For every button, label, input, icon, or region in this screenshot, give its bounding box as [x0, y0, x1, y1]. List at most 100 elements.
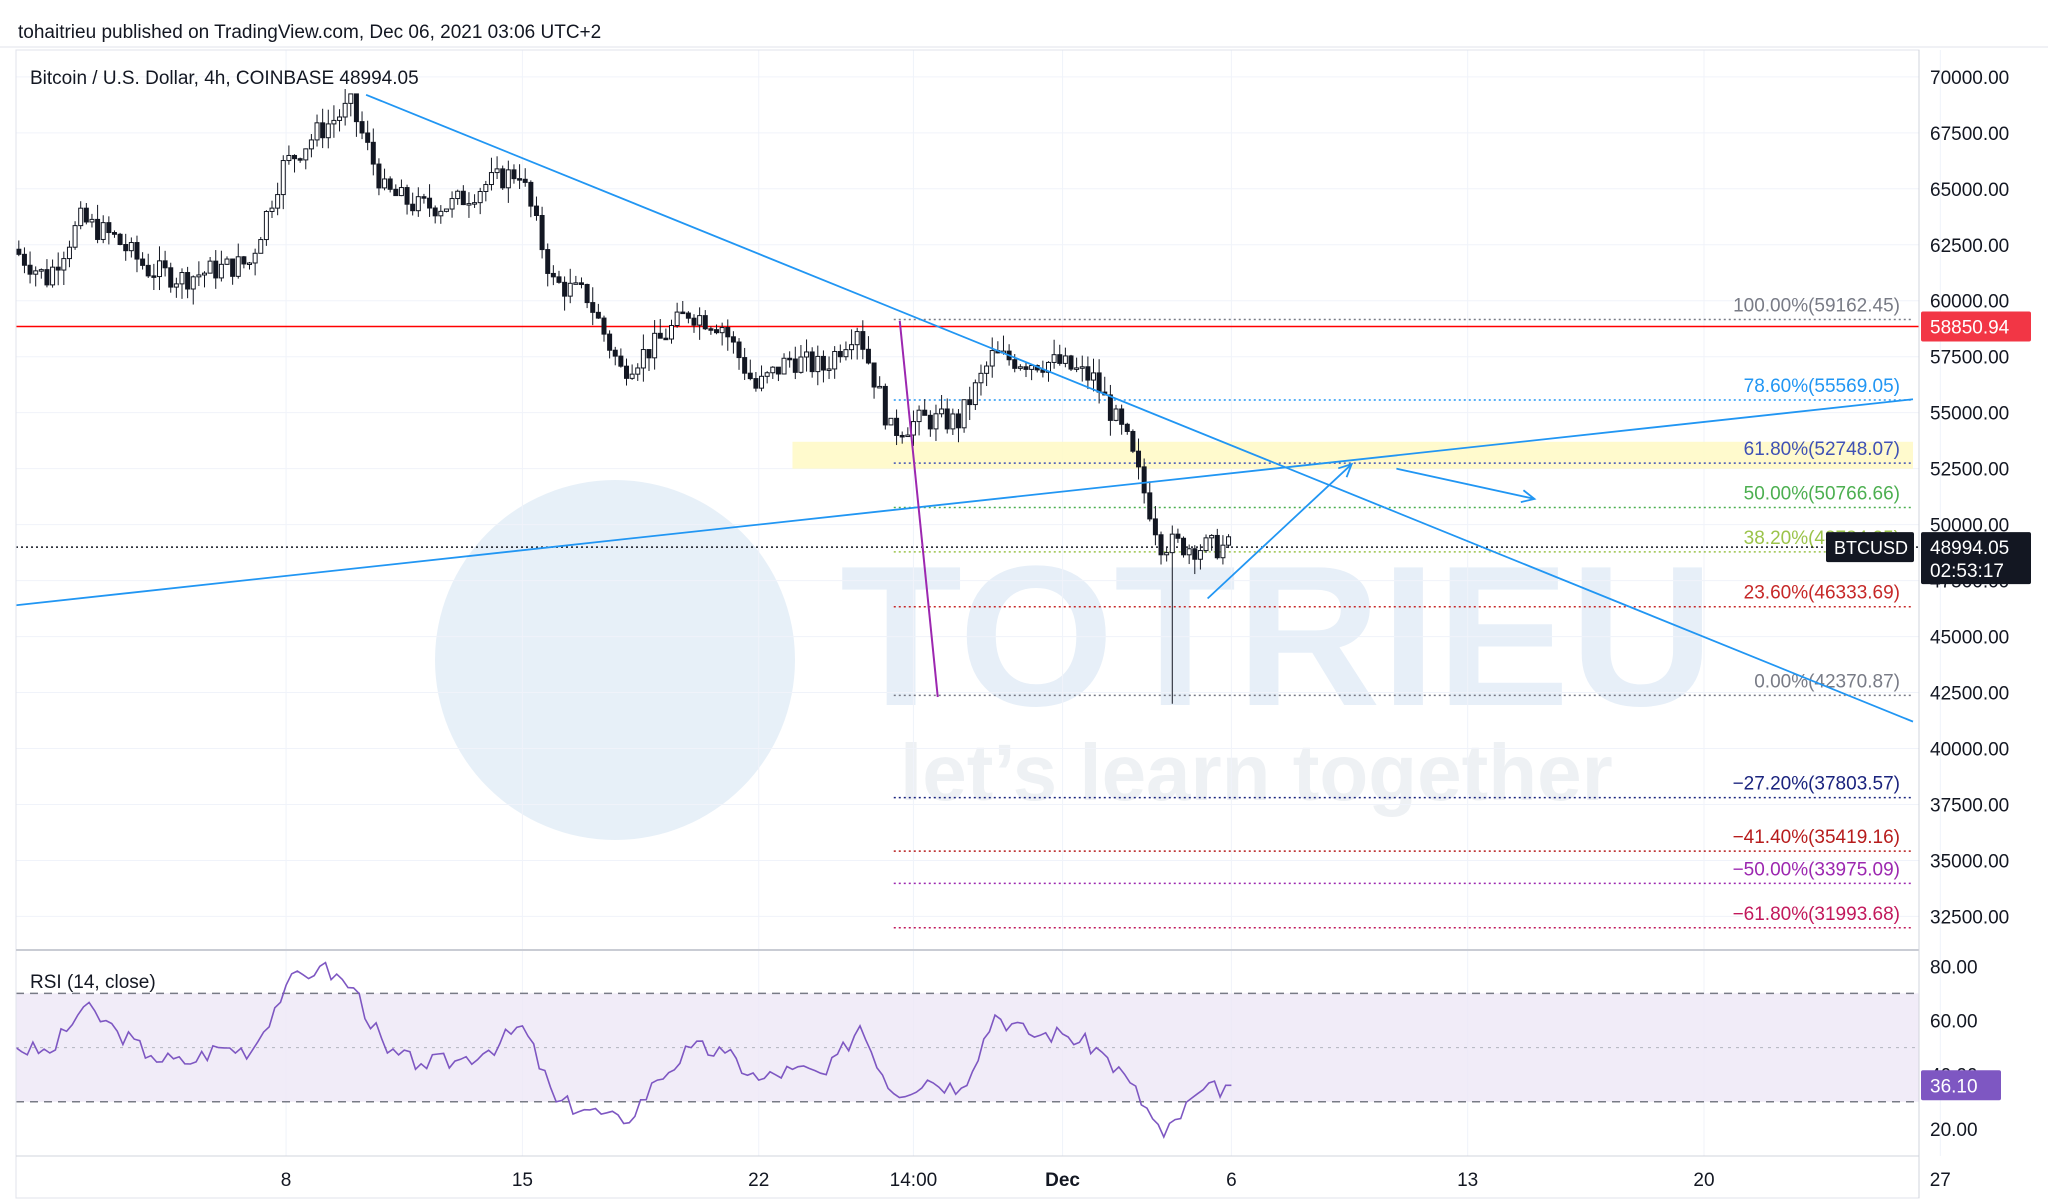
- candle-body: [38, 269, 44, 272]
- candle-body: [331, 119, 337, 125]
- candle-body: [865, 348, 871, 364]
- price-axis-label: 65000.00: [1930, 180, 2009, 201]
- fib-level-label: 23.60%(46333.69): [1744, 583, 1900, 604]
- candle-body: [1130, 430, 1136, 452]
- candle-body: [697, 315, 703, 326]
- candle-body: [488, 172, 494, 186]
- price-axis[interactable]: 70000.00 67500.00 65000.00 62500.00 60000.00…: [1930, 68, 2009, 929]
- time-axis-label: 14:00: [890, 1170, 938, 1191]
- candle-body: [1175, 533, 1181, 539]
- candle-body: [618, 355, 624, 367]
- trend-drawings[interactable]: [15, 93, 1914, 723]
- price-axis-label: 55000.00: [1930, 404, 2009, 425]
- price-axis-label: 50000.00: [1930, 516, 2009, 537]
- candle-body: [292, 154, 298, 160]
- candle-body: [325, 123, 331, 139]
- candle-body: [719, 327, 725, 334]
- time-axis-label: 13: [1457, 1170, 1478, 1191]
- candle-body: [798, 356, 804, 373]
- candle-body: [140, 258, 146, 266]
- symbol-legend[interactable]: Bitcoin / U.S. Dollar, 4h, COINBASE 4899…: [30, 68, 419, 89]
- candle-body: [1062, 355, 1068, 364]
- candle-body: [849, 344, 855, 351]
- candle-body: [899, 434, 905, 438]
- candle-body: [156, 260, 162, 278]
- price-axis-label: 62500.00: [1930, 236, 2009, 257]
- candle-body: [528, 181, 534, 207]
- candle-body: [275, 194, 281, 209]
- price-axis-label: 32500.00: [1930, 907, 2009, 928]
- candle-body: [145, 264, 151, 277]
- candle-body: [168, 267, 174, 288]
- candle-body: [376, 163, 382, 189]
- candle-body: [567, 282, 573, 297]
- candle-body: [1068, 355, 1074, 370]
- candle-body: [809, 351, 815, 373]
- candle-body: [1107, 394, 1113, 421]
- candle-body: [410, 203, 416, 212]
- candle-body: [308, 139, 314, 150]
- rsi-series: [15, 961, 1232, 1140]
- candle-body: [939, 408, 945, 415]
- candle-body: [1113, 408, 1119, 421]
- candle-body: [427, 197, 433, 209]
- candle-body: [252, 252, 258, 264]
- candle-body: [1136, 450, 1142, 468]
- fib-level-label: −41.40%(35419.16): [1733, 827, 1900, 848]
- candle-body: [269, 207, 275, 212]
- candle-body: [342, 102, 348, 118]
- candle-body: [759, 375, 765, 389]
- candle-body: [1051, 354, 1057, 363]
- candle-body: [820, 355, 826, 371]
- descending-trendline: [365, 93, 1914, 723]
- last-price-value: 48994.05: [1930, 538, 2009, 559]
- candle-body: [1091, 372, 1097, 381]
- candle-body: [353, 93, 359, 123]
- candle-body: [1192, 548, 1198, 560]
- projection-arrow-down-head: [1520, 489, 1537, 504]
- fib-level-label: 61.80%(52748.07): [1744, 439, 1900, 460]
- candle-body: [95, 218, 101, 240]
- candle-body: [1181, 537, 1187, 556]
- publisher-line: tohaitrieu published on TradingView.com,…: [18, 22, 601, 43]
- price-axis-label: 57500.00: [1930, 348, 2009, 369]
- time-axis[interactable]: 8 15 22 14:00 Dec 6 13 20 27: [281, 1170, 1951, 1191]
- candle-body: [1152, 518, 1158, 536]
- candle-body: [1197, 550, 1203, 560]
- candle-body: [230, 258, 236, 277]
- candle-body: [1203, 537, 1209, 552]
- rsi-legend[interactable]: RSI (14, close): [30, 972, 156, 993]
- candle-body: [1057, 354, 1063, 364]
- candle-body: [263, 210, 269, 241]
- candle-body: [1017, 366, 1023, 369]
- candle-body: [905, 434, 911, 438]
- candle-body: [685, 312, 691, 319]
- candle-body: [556, 276, 562, 283]
- candle-body: [601, 317, 607, 335]
- candle-body: [128, 242, 134, 252]
- candle-body: [961, 399, 967, 429]
- candle-body: [1226, 536, 1232, 546]
- candle-body: [590, 302, 596, 313]
- candle-body: [832, 351, 838, 370]
- rsi-axis-label: 80.00: [1930, 957, 1978, 978]
- candle-body: [106, 222, 112, 234]
- price-axis-label: 37500.00: [1930, 795, 2009, 816]
- candle-body: [871, 362, 877, 388]
- candle-body: [955, 413, 961, 429]
- price-axis-label: 42500.00: [1930, 684, 2009, 705]
- candle-body: [787, 357, 793, 361]
- candle-body: [1029, 365, 1035, 370]
- candle-body: [736, 341, 742, 359]
- symbol-tag: [1826, 532, 1914, 563]
- candle-body: [123, 244, 129, 252]
- time-axis-label: 22: [748, 1170, 769, 1191]
- candle-body: [179, 272, 185, 285]
- candle-body: [111, 232, 117, 235]
- candle-body: [770, 366, 776, 374]
- candle-body: [387, 178, 393, 190]
- price-axis-label: 67500.00: [1930, 124, 2009, 145]
